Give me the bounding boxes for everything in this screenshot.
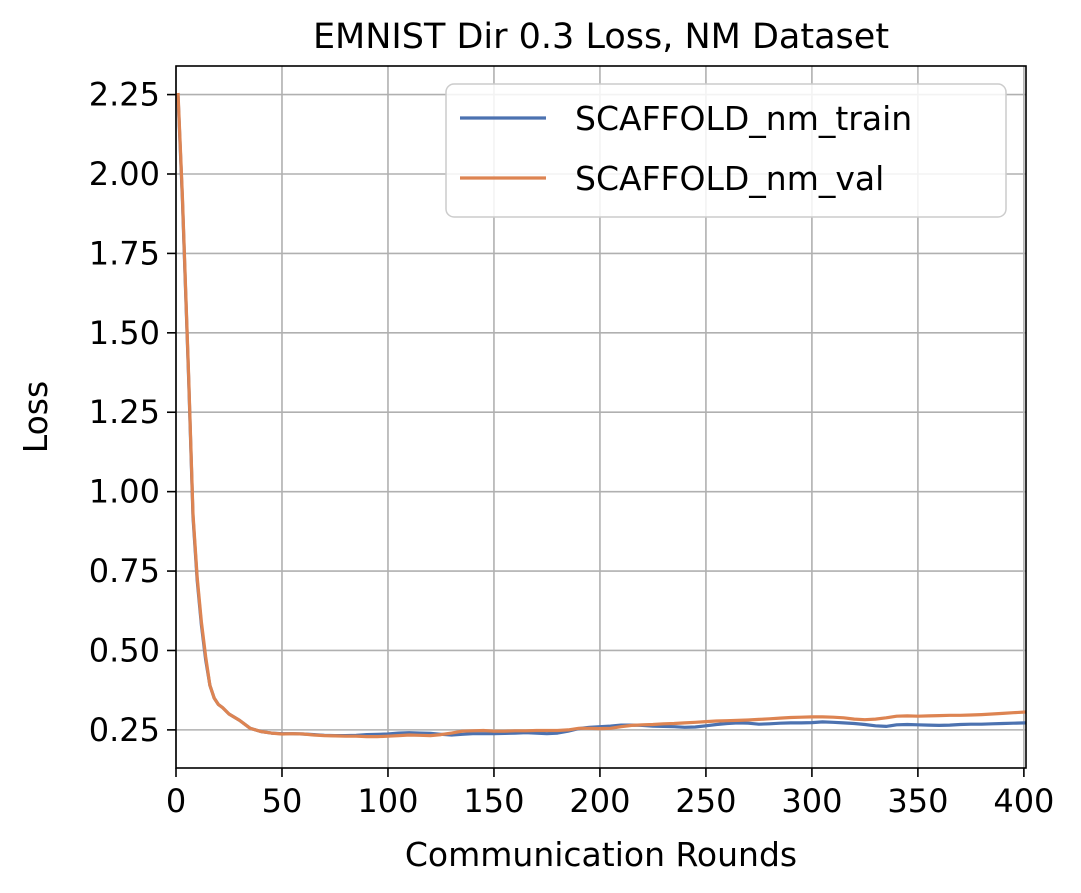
- y-tick-label: 0.50: [89, 631, 160, 669]
- x-tick-label: 50: [262, 782, 303, 820]
- x-tick-label: 200: [569, 782, 630, 820]
- y-tick-label: 1.25: [89, 393, 160, 431]
- x-tick-label: 250: [675, 782, 736, 820]
- legend-label-train: SCAFFOLD_nm_train: [575, 99, 912, 138]
- plot-frame: [175, 65, 1027, 769]
- y-tick-label: 0.25: [89, 711, 160, 749]
- series-line-val: [176, 92, 1026, 739]
- y-tick-label: 2.25: [89, 76, 160, 114]
- y-tick-label: 0.75: [89, 552, 160, 590]
- x-tick-label: 350: [887, 782, 948, 820]
- chart-title: EMNIST Dir 0.3 Loss, NM Dataset: [313, 17, 889, 57]
- y-tick-label: 1.75: [89, 234, 160, 272]
- y-axis-ticks: 0.25 0.50 0.75 1.00 1.25 1.50 1.75 2.00 2.25: [89, 76, 176, 749]
- y-axis-label: Loss: [16, 381, 55, 453]
- series-lines: [176, 92, 1026, 739]
- x-tick-label: 100: [357, 782, 418, 820]
- x-tick-label: 0: [166, 782, 186, 820]
- x-tick-label: 150: [463, 782, 524, 820]
- x-axis-label: Communication Rounds: [405, 835, 797, 874]
- legend-box: [445, 83, 1007, 218]
- y-tick-label: 1.50: [89, 314, 160, 352]
- x-tick-label: 400: [993, 782, 1054, 820]
- x-tick-label: 300: [781, 782, 842, 820]
- legend-label-val: SCAFFOLD_nm_val: [575, 159, 884, 198]
- legend: SCAFFOLD_nm_train SCAFFOLD_nm_val: [445, 83, 1007, 218]
- x-axis-ticks: 0 50 100 150 200 250 300 350 400: [166, 768, 1054, 820]
- y-tick-label: 1.00: [89, 473, 160, 511]
- y-tick-label: 2.00: [89, 155, 160, 193]
